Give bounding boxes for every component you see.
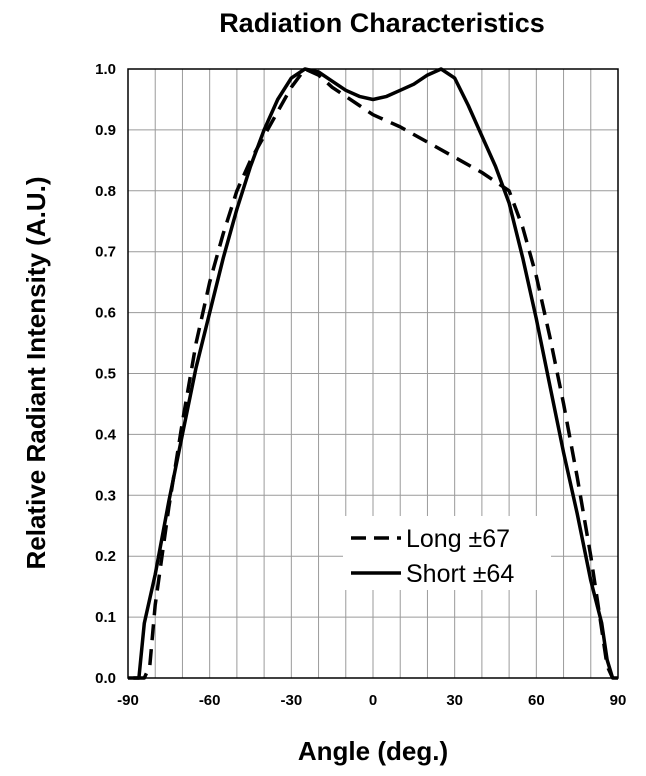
y-tick-label: 0.1 bbox=[95, 609, 116, 626]
y-axis-label: Relative Radiant Intensity (A.U.) bbox=[21, 177, 51, 570]
y-tick-label: 0.4 bbox=[95, 426, 117, 443]
legend-box bbox=[343, 516, 551, 590]
y-tick-label: 0.8 bbox=[95, 183, 116, 200]
x-tick-label: -90 bbox=[117, 692, 139, 709]
series-line-long bbox=[133, 67, 615, 680]
x-tick-label: -60 bbox=[199, 692, 221, 709]
x-axis-label: Angle (deg.) bbox=[298, 736, 448, 766]
plot-frame bbox=[127, 68, 619, 679]
y-tick-label: 0.0 bbox=[95, 670, 116, 687]
legend-label-short: Short ±64 bbox=[406, 560, 514, 588]
y-tick-labels: 0.0 0.1 0.2 0.3 0.4 0.5 0.6 0.7 0.8 0.9 1.0 bbox=[95, 61, 117, 687]
x-tick-label: 60 bbox=[528, 692, 545, 709]
legend: Long ±67 Short ±64 bbox=[343, 516, 551, 590]
y-tick-label: 1.0 bbox=[95, 61, 116, 78]
series-line-short bbox=[128, 67, 618, 680]
x-tick-label: 0 bbox=[369, 692, 377, 709]
y-tick-label: 0.7 bbox=[95, 244, 116, 261]
chart-title: Radiation Characteristics bbox=[219, 8, 545, 38]
y-tick-label: 0.6 bbox=[95, 305, 116, 322]
x-tick-label: 30 bbox=[446, 692, 463, 709]
series-layer bbox=[128, 67, 618, 680]
y-tick-label: 0.3 bbox=[95, 487, 116, 504]
x-tick-label: 90 bbox=[610, 692, 627, 709]
y-tick-label: 0.5 bbox=[95, 366, 116, 383]
x-tick-labels: -90 -60 -30 0 30 60 90 bbox=[117, 692, 626, 709]
y-tick-label: 0.2 bbox=[95, 548, 116, 565]
x-tick-label: -30 bbox=[280, 692, 302, 709]
y-tick-label: 0.9 bbox=[95, 122, 116, 139]
legend-label-long: Long ±67 bbox=[406, 525, 510, 553]
